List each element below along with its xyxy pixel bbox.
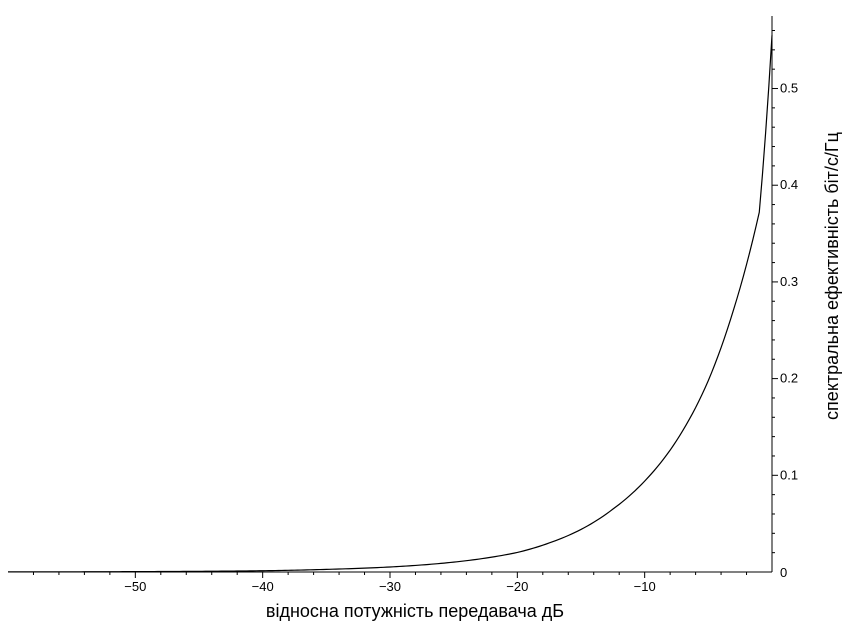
y-tick-label: 0.2 <box>780 371 798 386</box>
x-tick-label: −40 <box>252 579 274 594</box>
y-tick-label: 0.3 <box>780 274 798 289</box>
y-minor-ticks <box>772 30 775 554</box>
y-tick-label: 0.5 <box>780 81 798 96</box>
x-minor-ticks <box>32 572 748 575</box>
x-axis-title: відносна потужність передавача дБ <box>266 601 564 621</box>
y-tick-label: 0 <box>780 565 787 580</box>
tick-labels: −50 −40 −30 −20 −10 0 0.1 0.2 0.3 0.4 0.5 <box>124 81 798 594</box>
x-tick-label: −30 <box>379 579 401 594</box>
x-major-ticks <box>134 572 646 578</box>
axes <box>8 16 778 578</box>
y-axis-title: спектральна ефективність біт/с/Гц <box>822 132 842 420</box>
series-line <box>8 35 773 573</box>
x-tick-label: −50 <box>124 579 146 594</box>
x-tick-label: −20 <box>506 579 528 594</box>
y-tick-label: 0.4 <box>780 177 798 192</box>
y-tick-label: 0.1 <box>780 467 798 482</box>
x-tick-label: −10 <box>634 579 656 594</box>
y-major-ticks <box>772 88 778 476</box>
